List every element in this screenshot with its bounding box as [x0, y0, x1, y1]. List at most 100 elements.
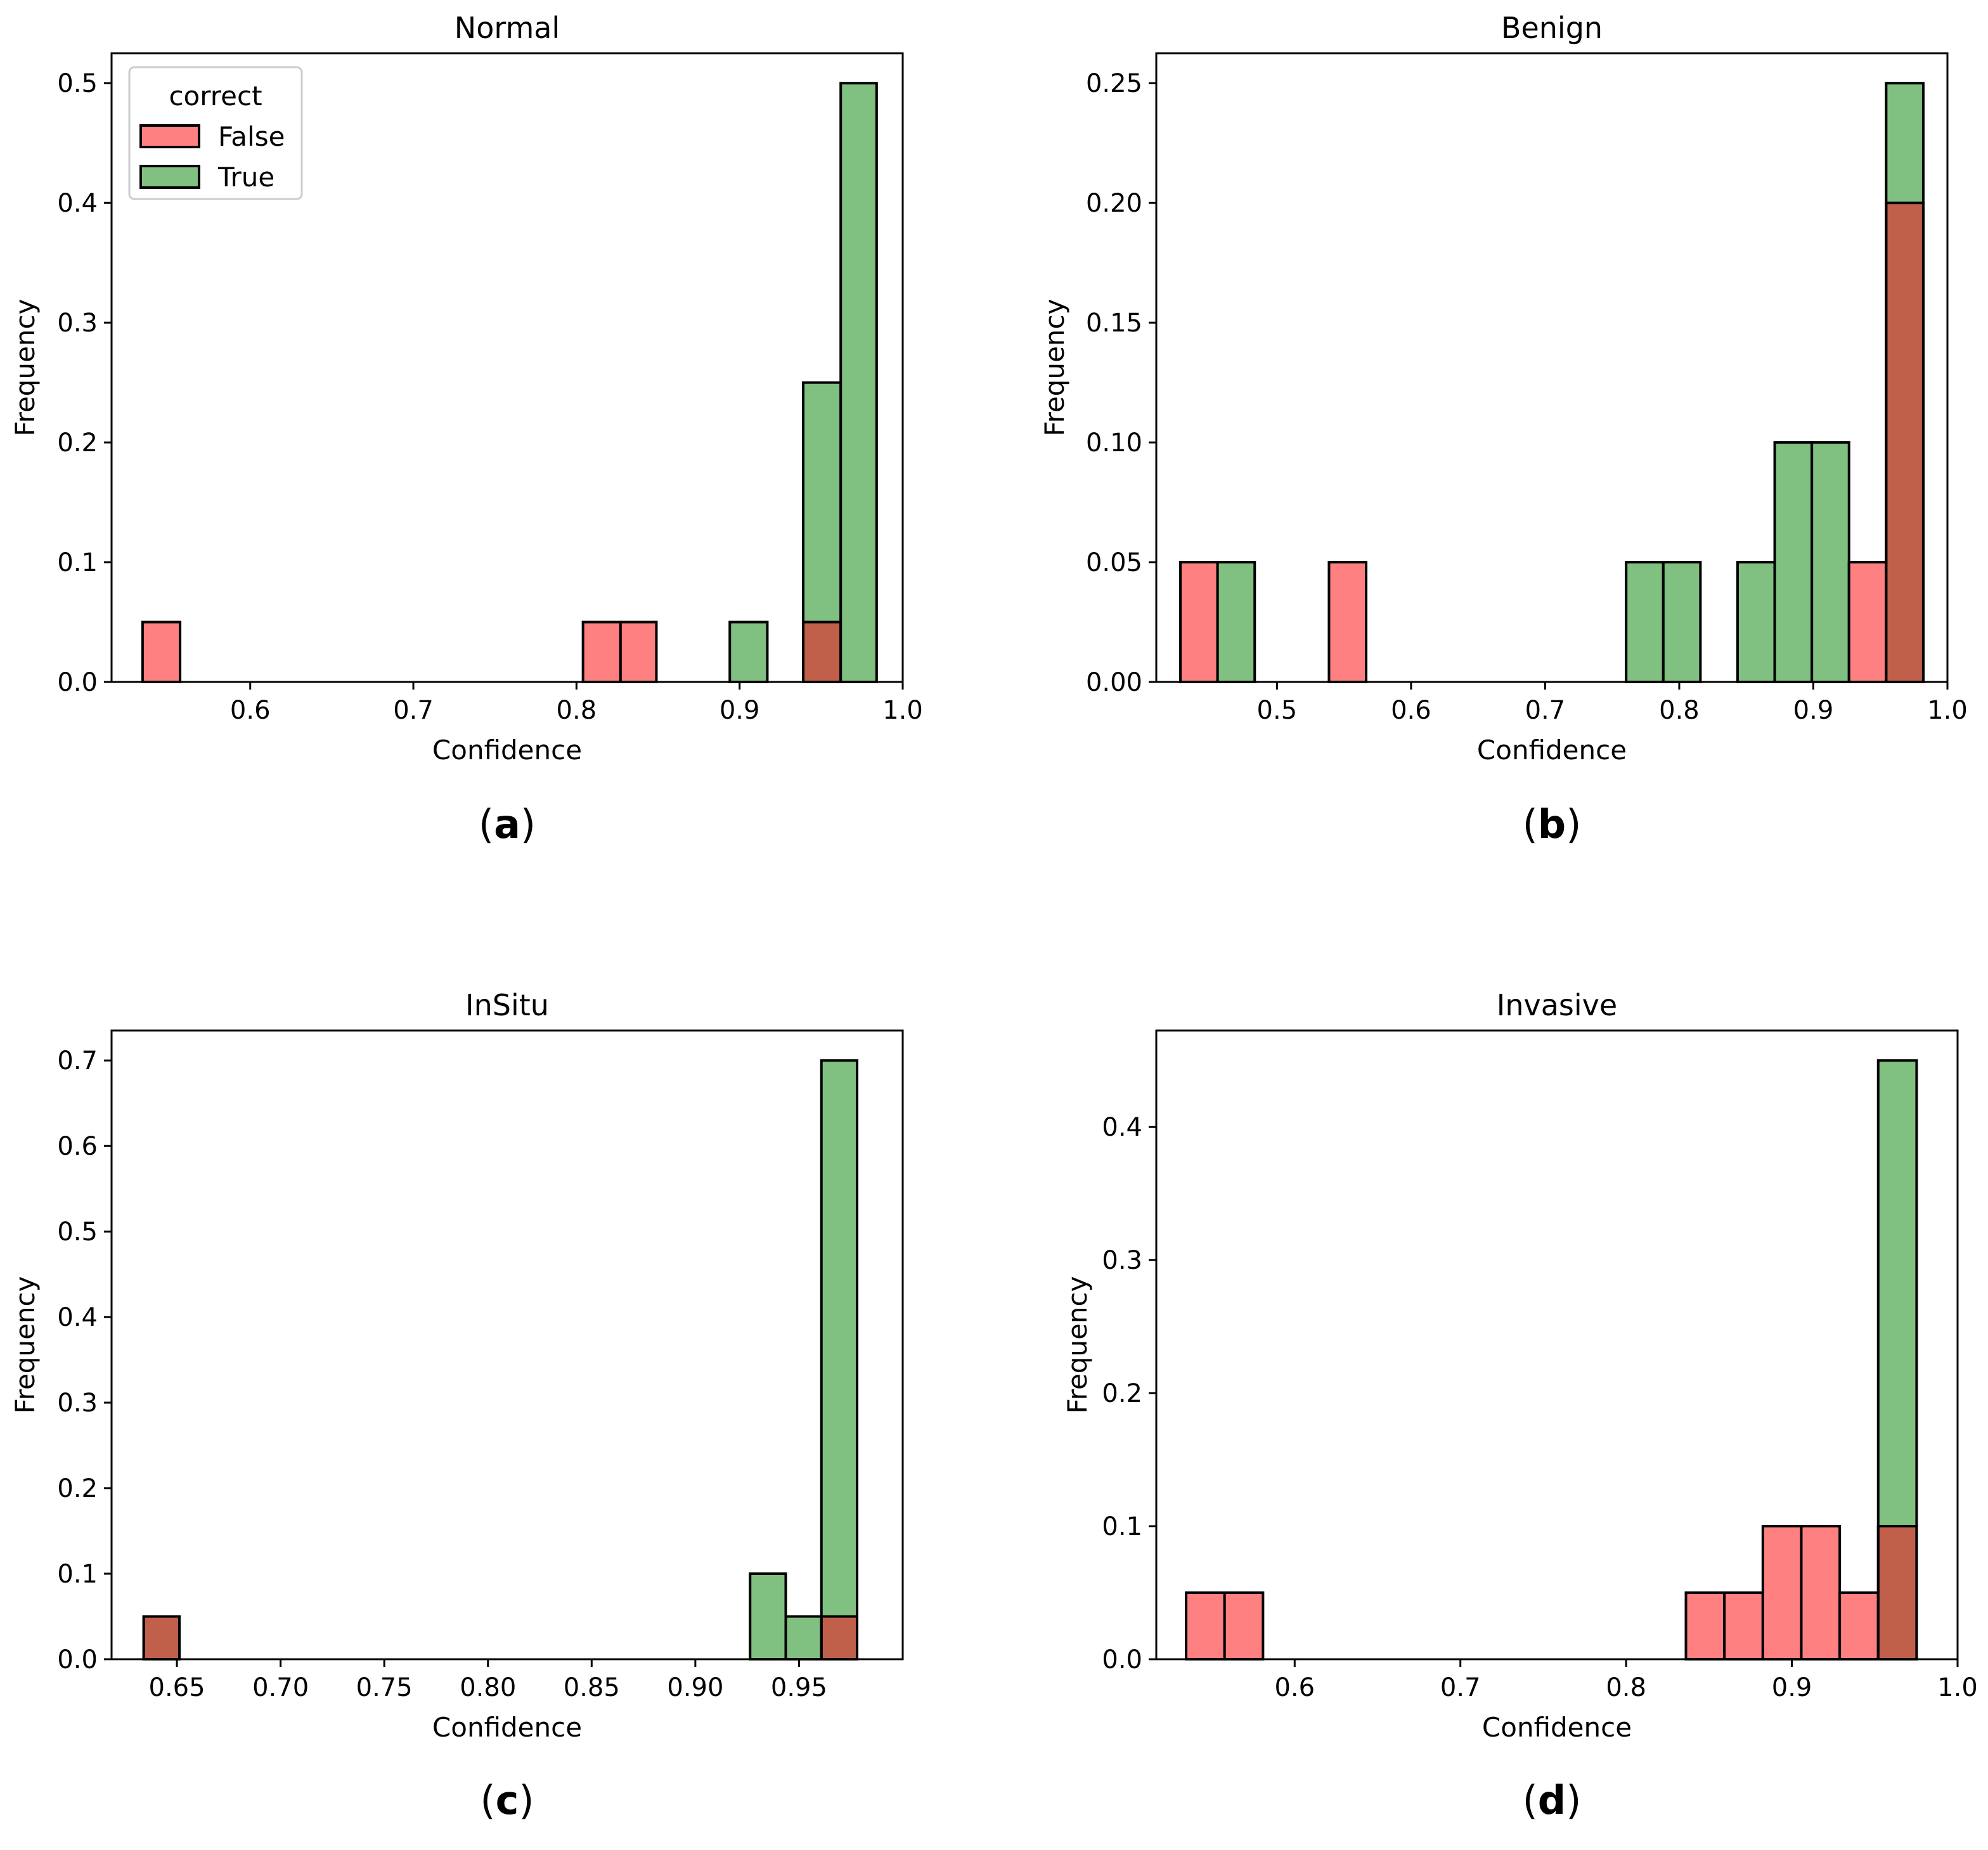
- x-tick-label: 0.7: [393, 696, 434, 725]
- y-tick-label: 0.05: [1086, 548, 1142, 577]
- x-tick-label: 0.7: [1525, 696, 1566, 725]
- plot-frame: [110, 1029, 904, 1661]
- y-tick-label: 0.5: [57, 69, 98, 98]
- legend: correct False True: [128, 66, 303, 200]
- y-tick-label: 0.4: [57, 189, 98, 218]
- bar-true: [785, 1616, 822, 1659]
- x-tick-label: 0.5: [1257, 696, 1298, 725]
- y-axis-label: Frequency: [1062, 1276, 1093, 1414]
- x-tick-label: 0.6: [230, 696, 271, 725]
- bar-false: [1762, 1526, 1802, 1659]
- bar-true: [750, 1574, 786, 1659]
- bar-true: [1886, 83, 1923, 203]
- chart-panel-d: Invasive 0.6 0.7 0.8 0.9 1.0 0.0 0.1 0.2 0.3 0.4 Co…: [1062, 988, 1978, 1823]
- y-tick-label: 0.1: [57, 548, 98, 577]
- bar-false: [1840, 1593, 1878, 1659]
- plot-frame: [110, 52, 904, 683]
- bar-false: [620, 622, 657, 682]
- x-tick-label: 0.65: [149, 1673, 205, 1702]
- y-tick-label: 0.4: [1102, 1113, 1142, 1142]
- bar-true: [1737, 562, 1775, 682]
- bar-true: [1663, 562, 1701, 682]
- bar-true: [1217, 562, 1255, 682]
- bar-true: [821, 1060, 858, 1617]
- x-tick-label: 0.95: [771, 1673, 827, 1702]
- y-tick-label: 0.20: [1086, 189, 1142, 218]
- x-tick-label: 0.80: [460, 1673, 516, 1702]
- bar-false: [1801, 1526, 1840, 1659]
- bar-false: [1224, 1593, 1263, 1659]
- y-tick-label: 0.2: [1102, 1379, 1142, 1408]
- x-tick-label: 0.7: [1440, 1673, 1481, 1702]
- plot-frame: [1155, 1029, 1959, 1661]
- x-tick-label: 0.6: [1274, 1673, 1315, 1702]
- bar-true: [1812, 442, 1849, 682]
- y-tick-label: 0.25: [1086, 69, 1142, 98]
- x-tick-label: 0.6: [1391, 696, 1431, 725]
- x-axis-label: Confidence: [432, 1712, 582, 1743]
- x-tick-label: 0.90: [667, 1673, 723, 1702]
- y-tick-label: 0.0: [57, 1645, 98, 1674]
- bar-false: [583, 622, 621, 682]
- y-tick-label: 0.10: [1086, 428, 1142, 458]
- y-axis-label: Frequency: [10, 1276, 41, 1414]
- y-tick-label: 0.7: [57, 1046, 98, 1076]
- subfigure-caption: (b): [1523, 801, 1582, 847]
- x-axis-label: Confidence: [432, 735, 582, 766]
- bar-overlap: [1886, 203, 1923, 682]
- y-tick-label: 0.5: [57, 1217, 98, 1247]
- subfigure-caption: (c): [480, 1777, 534, 1823]
- x-axis-label: Confidence: [1482, 1712, 1632, 1743]
- legend-title: correct: [169, 80, 262, 112]
- y-tick-label: 0.3: [1102, 1246, 1142, 1275]
- x-tick-label: 0.8: [1606, 1673, 1646, 1702]
- bar-true: [1774, 442, 1812, 682]
- x-tick-label: 1.0: [1937, 1673, 1978, 1702]
- legend-swatch-true: [139, 165, 200, 189]
- bar-false: [1849, 562, 1887, 682]
- bar-false: [1329, 562, 1367, 682]
- bar-overlap: [821, 1616, 858, 1659]
- y-tick-label: 0.0: [57, 668, 98, 697]
- bar-false: [1724, 1593, 1763, 1659]
- y-tick-label: 0.15: [1086, 309, 1142, 338]
- subfigure-caption: (d): [1523, 1777, 1582, 1823]
- y-tick-label: 0.1: [1102, 1512, 1142, 1541]
- x-axis-label: Confidence: [1477, 735, 1627, 766]
- bar-true: [803, 382, 841, 622]
- subfigure-caption: (a): [479, 801, 536, 847]
- bar-overlap: [1878, 1526, 1917, 1659]
- x-tick-label: 0.8: [1659, 696, 1700, 725]
- bar-true: [841, 83, 877, 682]
- y-tick-label: 0.0: [1102, 1645, 1142, 1674]
- bar-false: [1186, 1593, 1225, 1659]
- y-axis-label: Frequency: [1039, 299, 1070, 437]
- y-tick-label: 0.3: [57, 309, 98, 338]
- x-tick-label: 1.0: [1927, 696, 1968, 725]
- y-tick-label: 0.3: [57, 1389, 98, 1418]
- y-tick-label: 0.00: [1086, 668, 1142, 697]
- legend-swatch-false: [139, 124, 200, 148]
- bar-true: [1626, 562, 1663, 682]
- x-tick-label: 0.85: [564, 1673, 620, 1702]
- chart-title: Normal: [455, 11, 560, 45]
- chart-title: Benign: [1501, 11, 1603, 45]
- chart-panel-a: Normal 0.6 0.7 0.8 0.9 1.0 0.0 0.1 0.2 0.3 0.4 0.5 C…: [10, 11, 923, 847]
- y-tick-label: 0.2: [57, 428, 98, 458]
- bar-overlap: [143, 1616, 179, 1659]
- chart-title: InSitu: [465, 988, 549, 1022]
- y-tick-label: 0.1: [57, 1560, 98, 1589]
- legend-label: True: [217, 162, 274, 193]
- bar-false: [1686, 1593, 1725, 1659]
- legend-label: False: [218, 121, 285, 152]
- bar-true: [730, 622, 768, 682]
- y-axis-label: Frequency: [10, 299, 41, 437]
- plot-frame: [1155, 52, 1949, 683]
- x-tick-label: 0.9: [1793, 696, 1834, 725]
- x-tick-label: 0.70: [252, 1673, 309, 1702]
- y-tick-label: 0.6: [57, 1132, 98, 1161]
- x-tick-label: 0.8: [557, 696, 597, 725]
- x-tick-label: 0.9: [720, 696, 760, 725]
- bar-false: [1180, 562, 1218, 682]
